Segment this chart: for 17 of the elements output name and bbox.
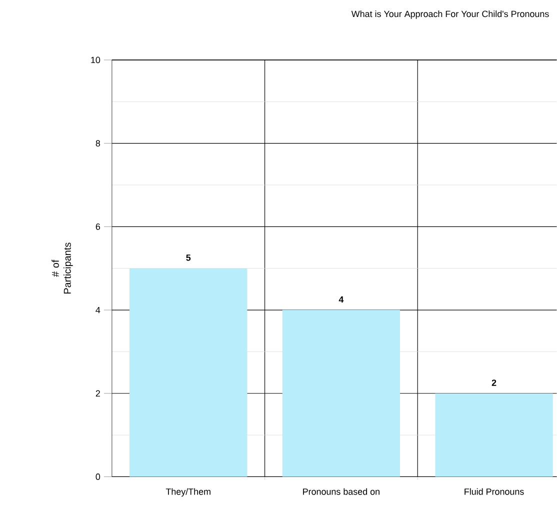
y-tick-label: 6 [96,224,100,230]
y-tick-label: 0 [96,474,100,480]
y-tick-label: 8 [96,140,100,147]
data-label: 2 [492,380,496,386]
bar [435,394,553,477]
y-tick-label: 2 [96,390,100,397]
chart-title: What is Your Approach For Your Child's Pronouns [351,10,549,19]
data-label: 4 [338,296,344,303]
x-tick-label: They/Them [166,488,210,497]
y-tick-label: 10 [91,56,100,64]
y-axis-title: # of Participants [52,242,73,294]
y-tick-label: 4 [96,307,100,314]
bar [282,310,400,477]
data-label: 5 [186,254,191,261]
bar [130,268,248,477]
x-tick-label: Fluid Pronouns [464,488,524,495]
x-tick-label: Pronouns based on [303,488,380,495]
